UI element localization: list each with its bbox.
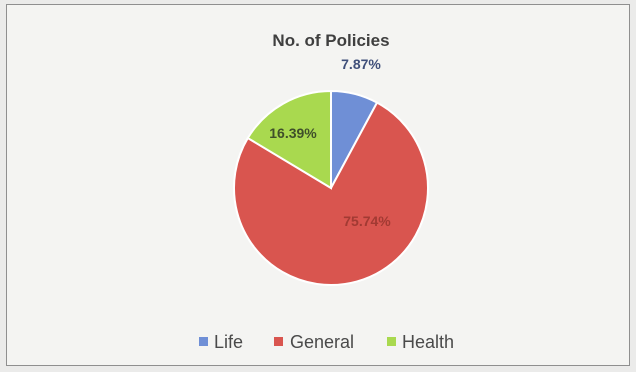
pie-label-life: 7.87%: [341, 56, 381, 72]
legend-swatch-general: [274, 337, 283, 346]
legend: Life General Health: [199, 332, 454, 352]
pie-label-general: 75.74%: [343, 213, 391, 229]
legend-label-life: Life: [214, 332, 243, 352]
legend-swatch-health: [387, 337, 396, 346]
legend-label-general: General: [290, 332, 354, 352]
pie-slice-general: [233, 101, 429, 286]
pie-slice-health: [246, 89, 332, 190]
pie-label-health: 16.39%: [269, 125, 317, 141]
chart-title: No. of Policies: [272, 31, 389, 50]
legend-label-health: Health: [402, 332, 454, 352]
pie-labels: 7.87% 75.74% 16.39%: [269, 56, 391, 229]
pie-slices: [233, 89, 429, 286]
legend-swatch-life: [199, 337, 208, 346]
